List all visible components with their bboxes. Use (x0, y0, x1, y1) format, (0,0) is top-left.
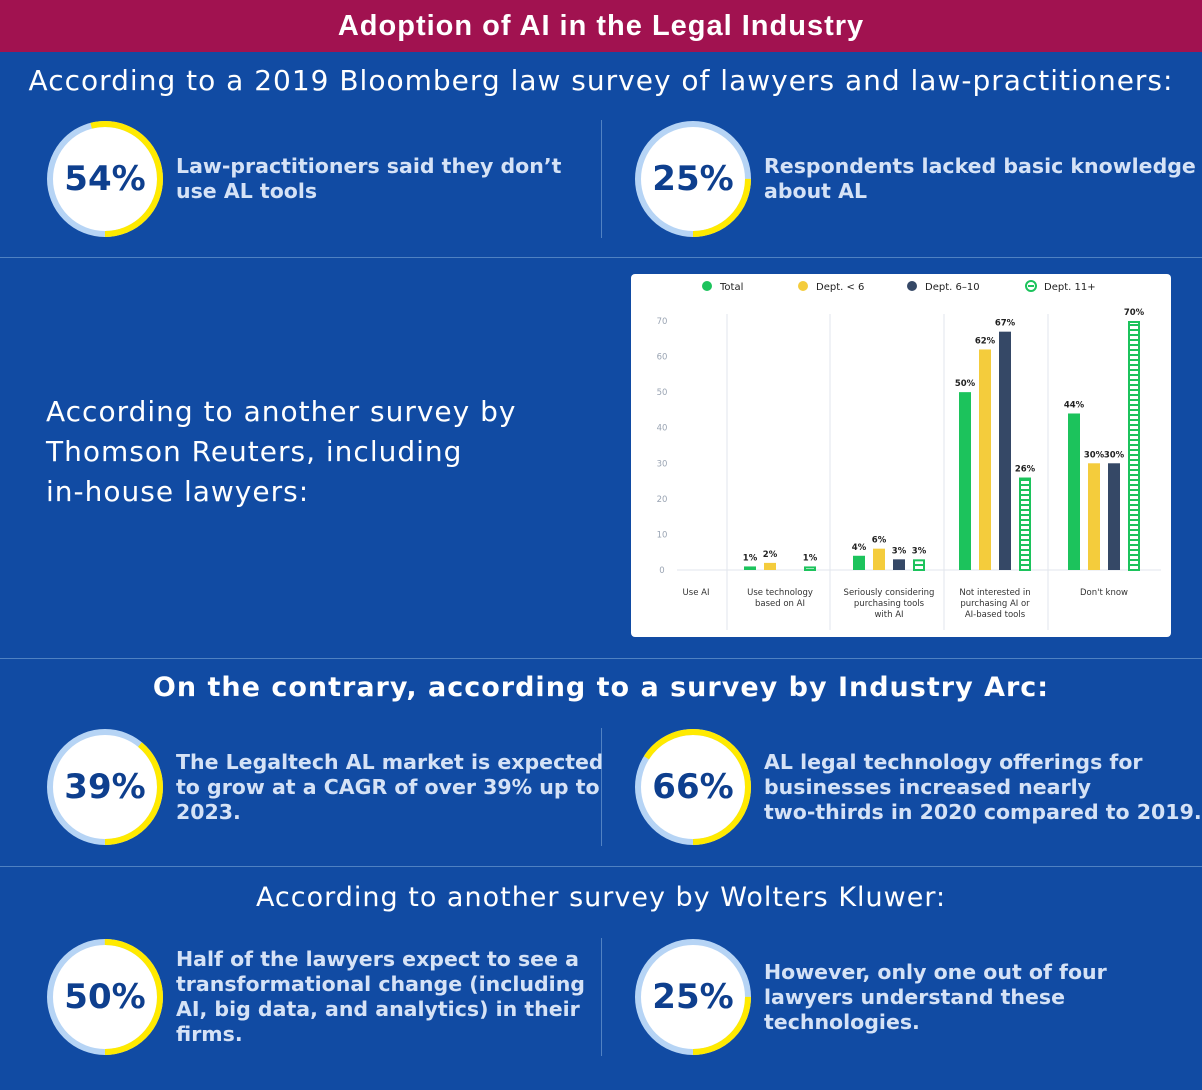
bar (913, 559, 925, 572)
stat-description: However, only one out of four lawyers un… (764, 959, 1107, 1034)
bar-value-label: 2% (763, 550, 778, 560)
stat-card: 50% Half of the lawyers expect to see a … (46, 938, 585, 1056)
column-divider (601, 728, 602, 846)
section-divider (0, 257, 1202, 258)
stat-card: 66% AL legal technology offerings for bu… (634, 728, 1202, 846)
legend-label: Dept. < 6 (816, 282, 864, 293)
bar (1088, 463, 1100, 570)
stat-value: 50% (64, 977, 146, 1017)
bar-value-label: 1% (743, 553, 758, 563)
bar (1108, 463, 1120, 570)
stat-description: AL legal technology offerings for busine… (764, 749, 1202, 824)
industry-arc-heading: On the contrary, according to a survey b… (152, 672, 1050, 703)
legend-marker (702, 281, 712, 291)
column-divider (601, 120, 602, 238)
y-tick-label: 30 (657, 459, 668, 469)
bar (979, 349, 991, 570)
stat-card: 39% The Legaltech AL market is expected … (46, 728, 604, 846)
bar-value-label: 50% (955, 379, 976, 389)
bar-value-label: 3% (892, 546, 907, 556)
category-label: AI-based tools (965, 610, 1026, 620)
bar (804, 566, 816, 572)
category-label: Don't know (1080, 588, 1128, 598)
bar-value-label: 26% (1015, 465, 1036, 475)
progress-ring: 50% (46, 938, 164, 1056)
progress-ring: 25% (634, 938, 752, 1056)
category-label: Use AI (683, 588, 710, 598)
progress-ring: 25% (634, 120, 752, 238)
bar-value-label: 1% (803, 553, 818, 563)
stat-card: 25% However, only one out of four lawyer… (634, 938, 1107, 1056)
bar-value-label: 44% (1064, 400, 1085, 410)
y-tick-label: 20 (657, 495, 668, 505)
ring-progress (47, 121, 163, 237)
category-label: Seriously considering (844, 588, 935, 598)
bar-value-label: 30% (1084, 450, 1105, 460)
stat-card: 25% Respondents lacked basic knowledge a… (634, 120, 1196, 238)
category-label: purchasing tools (854, 599, 925, 609)
category-label: Use technology (747, 588, 813, 598)
progress-ring: 39% (46, 728, 164, 846)
wolters-kluwer-heading: According to another survey by Wolters K… (255, 882, 947, 913)
stat-value: 54% (64, 159, 146, 199)
bar (1019, 477, 1031, 571)
bar-value-label: 62% (975, 336, 996, 346)
thomson-reuters-text: According to another survey by Thomson R… (46, 395, 517, 508)
y-tick-label: 0 (659, 566, 664, 576)
legend-label: Total (719, 282, 743, 293)
y-tick-label: 60 (657, 353, 668, 363)
bar (744, 566, 756, 570)
stat-description: The Legaltech AL market is expected to g… (176, 749, 604, 824)
bar (853, 555, 865, 570)
category-label: Not interested in (959, 588, 1030, 598)
bar-value-label: 6% (872, 536, 887, 546)
category-label: with AI (874, 610, 903, 620)
bar (1128, 321, 1140, 571)
bar (764, 562, 776, 570)
stat-value: 25% (652, 159, 734, 199)
legend-marker (907, 281, 917, 291)
progress-ring: 66% (634, 728, 752, 846)
bar-value-label: 4% (852, 543, 867, 553)
bar-value-label: 3% (912, 546, 927, 556)
stat-value: 25% (652, 977, 734, 1017)
y-tick-label: 50 (657, 388, 668, 398)
progress-ring: 54% (46, 120, 164, 238)
bar-value-label: 67% (995, 319, 1016, 329)
bar (1068, 413, 1080, 570)
legend-label: Dept. 6–10 (925, 282, 980, 293)
ring-progress (47, 729, 163, 845)
page-header: Adoption of AI in the Legal Industry (0, 0, 1202, 52)
legend-label: Dept. 11+ (1044, 282, 1096, 293)
y-tick-label: 10 (657, 530, 668, 540)
stat-description: Half of the lawyers expect to see a tran… (176, 947, 585, 1046)
bloomberg-heading: According to a 2019 Bloomberg law survey… (28, 64, 1174, 97)
ring-progress (635, 729, 751, 845)
bar-value-label: 70% (1124, 308, 1145, 318)
bar-value-label: 30% (1104, 450, 1125, 460)
stat-description: Respondents lacked basic knowledge about… (764, 154, 1196, 203)
bar (893, 559, 905, 570)
bar (959, 392, 971, 570)
stat-value: 66% (652, 767, 734, 807)
bar-chart-card: Total Dept. < 6 Dept. 6–10 Dept. 11+ 0 10 20 30… (631, 274, 1171, 637)
bar (873, 548, 885, 570)
category-label: based on AI (755, 599, 805, 609)
y-tick-label: 70 (657, 317, 668, 327)
section-divider (0, 866, 1202, 867)
category-label: purchasing AI or (960, 599, 1030, 609)
stat-card: 54% Law-practitioners said they don’t us… (46, 120, 561, 238)
column-divider (601, 938, 602, 1056)
bar-chart: Total Dept. < 6 Dept. 6–10 Dept. 11+ 0 10 20 30… (657, 280, 1161, 630)
page-title: Adoption of AI in the Legal Industry (337, 9, 865, 42)
ring-progress (635, 939, 751, 1055)
stat-value: 39% (64, 767, 146, 807)
section-divider (0, 658, 1202, 659)
ring-progress (635, 121, 751, 237)
stat-description: Law-practitioners said they don’t use AL… (176, 154, 562, 203)
y-tick-label: 40 (657, 424, 668, 434)
bar (999, 331, 1011, 570)
legend-marker (798, 281, 808, 291)
ring-progress (47, 939, 163, 1055)
